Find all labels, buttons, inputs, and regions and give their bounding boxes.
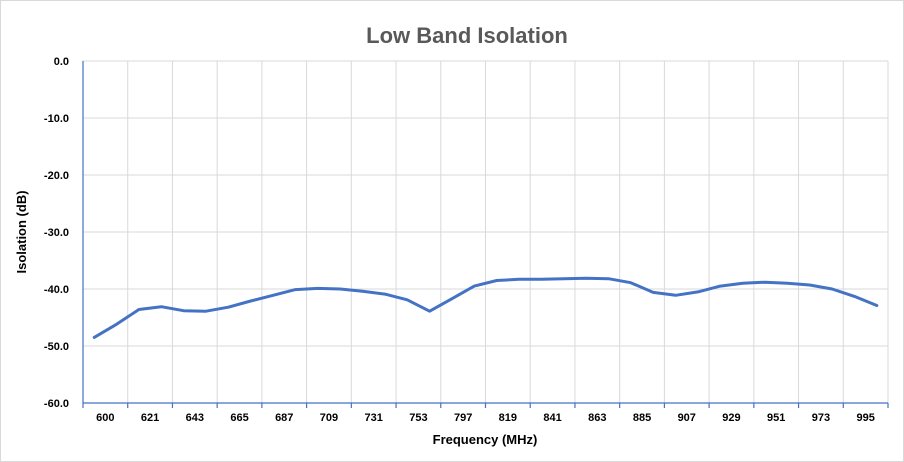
x-tick-label: 951 [767, 412, 785, 424]
y-tick-label: 0.0 [54, 56, 69, 68]
axes [82, 61, 889, 408]
x-tick-label: 753 [409, 412, 427, 424]
x-tick-label: 929 [722, 412, 740, 424]
x-tick-label: 797 [454, 412, 472, 424]
chart-title: Low Band Isolation [366, 23, 568, 48]
x-tick-label: 819 [499, 412, 517, 424]
x-tick-label: 731 [365, 412, 383, 424]
x-tick-label: 621 [141, 412, 159, 424]
x-tick-label: 863 [588, 412, 606, 424]
y-tick-label: -40.0 [44, 284, 69, 296]
x-tick-label: 687 [275, 412, 293, 424]
x-tick-label: 995 [856, 412, 874, 424]
y-tick-label: -20.0 [44, 170, 69, 182]
x-tick-label: 885 [633, 412, 651, 424]
x-tick-label: 643 [186, 412, 204, 424]
y-tick-label: -50.0 [44, 341, 69, 353]
x-tick-label: 600 [96, 412, 114, 424]
y-tick-label: -10.0 [44, 113, 69, 125]
series-layer [92, 276, 879, 339]
y-tick-label: -30.0 [44, 227, 69, 239]
x-axis-ticks: 600 621 643 665 687 709 731 753 797 819 841 863 885 9… [96, 412, 875, 424]
gridlines [83, 60, 889, 403]
x-axis-label: Frequency (MHz) [433, 432, 538, 447]
x-tick-label: 841 [543, 412, 561, 424]
y-tick-label: -60.0 [44, 398, 69, 410]
y-axis-label: Isolation (dB) [14, 190, 29, 273]
x-tick-label: 709 [320, 412, 338, 424]
x-tick-label: 665 [230, 412, 248, 424]
y-axis-ticks: 0.0 -10.0 -20.0 -30.0 -40.0 -50.0 -60.0 [44, 56, 69, 410]
series-line [92, 276, 879, 339]
x-tick-label: 973 [812, 412, 830, 424]
x-tick-label: 907 [678, 412, 696, 424]
